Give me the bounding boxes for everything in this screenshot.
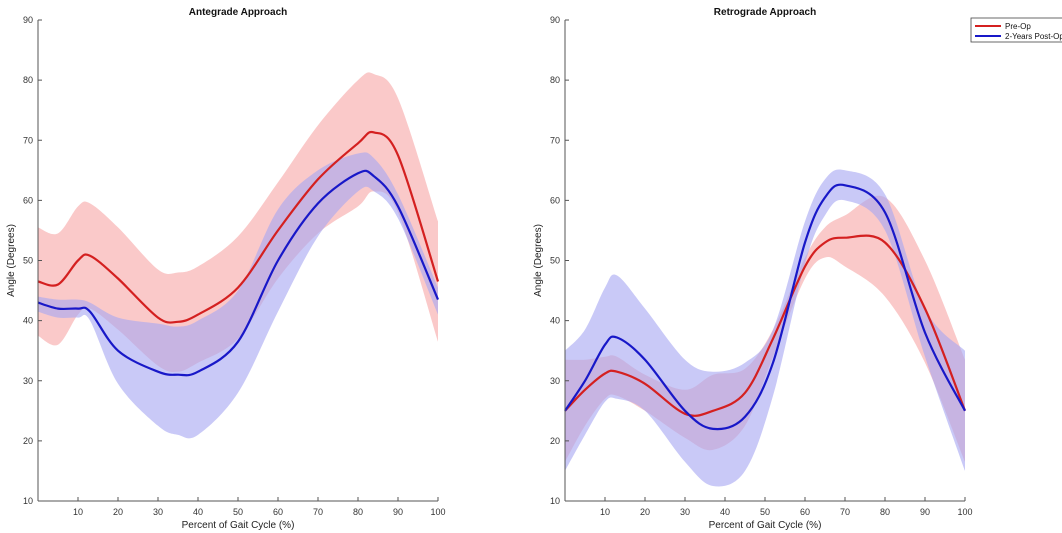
y-tick-label: 10 xyxy=(550,496,560,506)
x-tick-label: 40 xyxy=(193,507,203,517)
x-tick-label: 90 xyxy=(393,507,403,517)
y-tick-label: 90 xyxy=(550,15,560,25)
retrograde-pre-op-line xyxy=(564,234,967,417)
y-tick-label: 50 xyxy=(23,256,33,266)
y-tick-label: 30 xyxy=(550,376,560,386)
legend: Pre-Op2-Years Post-Op xyxy=(970,17,1062,43)
y-tick-label: 70 xyxy=(550,135,560,145)
y-tick-label: 80 xyxy=(23,75,33,85)
y-tick-label: 20 xyxy=(23,436,33,446)
y-tick-label: 60 xyxy=(23,195,33,205)
y-tick-label: 10 xyxy=(23,496,33,506)
x-tick-label: 20 xyxy=(113,507,123,517)
x-tick-label: 30 xyxy=(680,507,690,517)
x-tick-label: 70 xyxy=(313,507,323,517)
x-tick-label: 80 xyxy=(880,507,890,517)
x-tick-label: 40 xyxy=(720,507,730,517)
antegrade-pre-op-band xyxy=(38,72,438,372)
y-tick-label: 90 xyxy=(23,15,33,25)
x-tick-label: 90 xyxy=(920,507,930,517)
antegrade-y-axis-label: Angle (Degrees) xyxy=(6,224,17,297)
antegrade-panel: 10 20 30 40 50 60 70 80 90 10 20 30 40 50 60 70 80 90 100 A… xyxy=(6,7,446,531)
antegrade-title: Antegrade Approach xyxy=(189,7,288,18)
y-tick-label: 30 xyxy=(23,376,33,386)
retrograde-post-op-band xyxy=(565,169,965,487)
antegrade-x-axis-label: Percent of Gait Cycle (%) xyxy=(182,520,295,531)
y-tick-label: 60 xyxy=(550,195,560,205)
retrograde-post-op-line xyxy=(564,183,966,431)
antegrade-post-op-band xyxy=(38,152,438,439)
x-tick-label: 20 xyxy=(640,507,650,517)
retrograde-title: Retrograde Approach xyxy=(714,7,816,18)
x-tick-label: 10 xyxy=(600,507,610,517)
y-tick-label: 50 xyxy=(550,256,560,266)
y-tick-label: 70 xyxy=(23,135,33,145)
x-tick-label: 100 xyxy=(430,507,445,517)
x-tick-label: 60 xyxy=(273,507,283,517)
x-tick-label: 50 xyxy=(233,507,243,517)
legend-label-post-op: 2-Years Post-Op xyxy=(1005,32,1062,41)
retrograde-panel: 10 20 30 40 50 60 70 80 90 10 20 30 40 50 60 70 80 90 100 R… xyxy=(533,7,973,531)
y-tick-label: 80 xyxy=(550,75,560,85)
antegrade-pre-op-line xyxy=(37,130,440,324)
legend-box xyxy=(970,17,1062,43)
retrograde-y-axis-label: Angle (Degrees) xyxy=(533,224,544,297)
y-tick-label: 40 xyxy=(23,316,33,326)
antegrade-post-op-line xyxy=(37,169,440,377)
legend-label-pre-op: Pre-Op xyxy=(1005,22,1031,31)
x-tick-label: 100 xyxy=(957,507,972,517)
retrograde-x-axis-label: Percent of Gait Cycle (%) xyxy=(709,520,822,531)
y-tick-label: 20 xyxy=(550,436,560,446)
x-tick-label: 80 xyxy=(353,507,363,517)
x-tick-label: 10 xyxy=(73,507,83,517)
x-tick-label: 60 xyxy=(800,507,810,517)
x-tick-label: 70 xyxy=(840,507,850,517)
x-tick-label: 30 xyxy=(153,507,163,517)
x-tick-label: 50 xyxy=(760,507,770,517)
y-tick-label: 40 xyxy=(550,316,560,326)
